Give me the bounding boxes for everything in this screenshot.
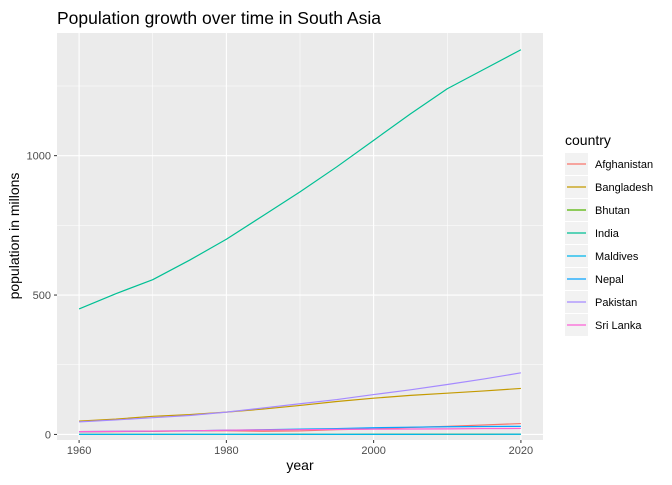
y-axis-label: population in millons bbox=[6, 173, 22, 300]
x-tick-label: 1980 bbox=[214, 445, 238, 457]
legend-label-pakistan: Pakistan bbox=[595, 297, 637, 309]
x-axis-ticks: 1960 1980 2000 2020 bbox=[67, 440, 533, 457]
legend-item-sri-lanka: Sri Lanka bbox=[565, 314, 642, 336]
legend-item-india: India bbox=[565, 222, 620, 244]
legend-items: Afghanistan Bangladesh Bhutan India Maldives… bbox=[565, 153, 653, 336]
legend-label-sri-lanka: Sri Lanka bbox=[595, 320, 642, 332]
y-tick-label: 0 bbox=[45, 429, 51, 441]
legend-title: country bbox=[565, 132, 611, 148]
x-tick-label: 1960 bbox=[67, 445, 91, 457]
legend-label-india: India bbox=[595, 228, 620, 240]
x-tick-label: 2000 bbox=[361, 445, 385, 457]
y-tick-label: 500 bbox=[33, 290, 51, 302]
legend-item-nepal: Nepal bbox=[565, 268, 624, 290]
legend-item-maldives: Maldives bbox=[565, 245, 639, 267]
legend: country Afghanistan Bangladesh Bhutan India… bbox=[565, 132, 653, 336]
legend-label-bhutan: Bhutan bbox=[595, 205, 630, 217]
legend-item-bangladesh: Bangladesh bbox=[565, 176, 653, 198]
y-axis-ticks: 0 500 1000 bbox=[27, 151, 57, 442]
legend-item-bhutan: Bhutan bbox=[565, 199, 630, 221]
legend-item-afghanistan: Afghanistan bbox=[565, 153, 653, 175]
legend-label-afghanistan: Afghanistan bbox=[595, 159, 653, 171]
x-tick-label: 2020 bbox=[509, 445, 533, 457]
y-tick-label: 1000 bbox=[27, 151, 51, 163]
legend-item-pakistan: Pakistan bbox=[565, 291, 637, 313]
legend-label-bangladesh: Bangladesh bbox=[595, 182, 653, 194]
legend-label-maldives: Maldives bbox=[595, 251, 639, 263]
legend-label-nepal: Nepal bbox=[595, 274, 624, 286]
chart-title: Population growth over time in South Asi… bbox=[57, 8, 381, 28]
x-axis-label: year bbox=[286, 457, 314, 473]
